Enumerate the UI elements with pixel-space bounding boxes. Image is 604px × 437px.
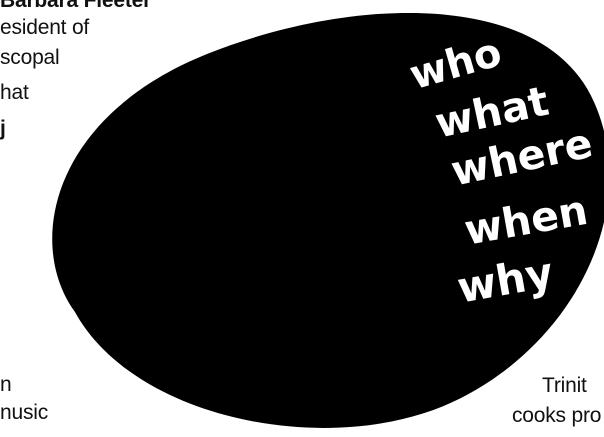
left-text-line-2: esident of	[0, 16, 90, 39]
right-text-line-2: cooks pro	[512, 404, 602, 427]
left-text-line-7: nusic	[0, 401, 49, 424]
left-text-line-5: j	[0, 117, 6, 140]
left-text-line-6: n	[0, 373, 12, 396]
left-text-line-1: Barbara Fleeter	[0, 0, 152, 12]
black-oval-shape	[52, 13, 604, 428]
left-text-line-4: hat	[0, 81, 29, 104]
right-text-line-1: Trinit	[542, 374, 587, 397]
left-text-line-3: scopal	[0, 46, 60, 69]
